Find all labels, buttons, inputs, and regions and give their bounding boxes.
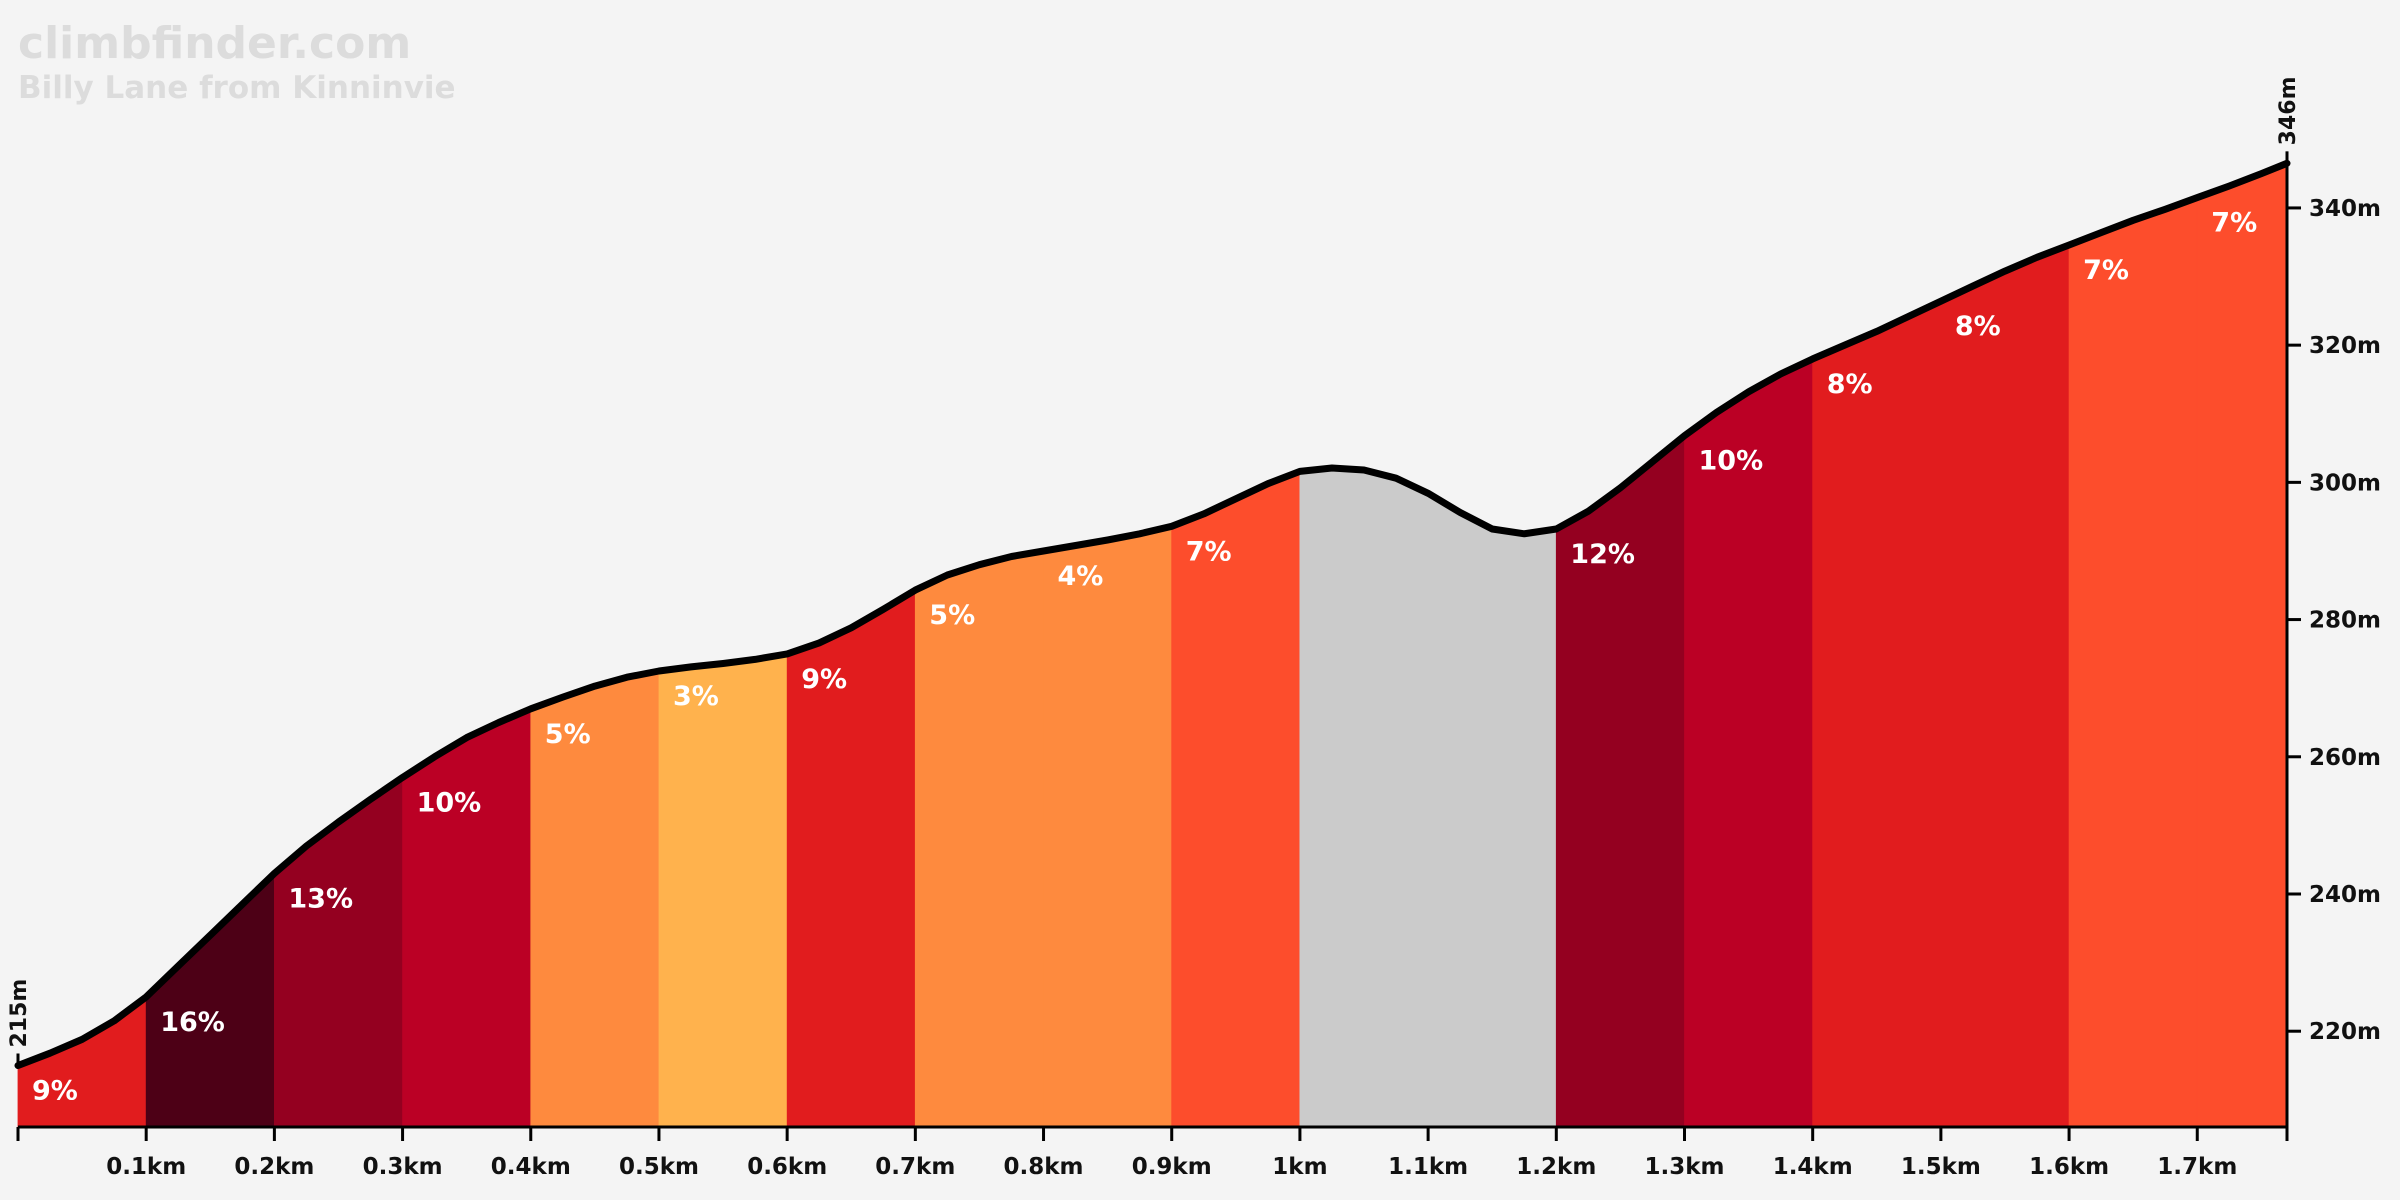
segment-15 [2068,197,2198,1128]
x-tick-label-8: 0.9km [1132,1154,1212,1180]
profile-line-group [14,159,2291,1069]
y-tick-label-4: 300m [2309,470,2381,496]
grade-label-13: 8% [1827,369,1873,400]
end-labels: 215m 346m [7,76,2301,1066]
y-tick-label-1: 240m [2309,882,2381,908]
grade-labels: 9% 16% 13% 10% 5% 3% 9% 5% 4% 7% 12% 10% 8% 8% 7% 7% [32,208,2257,1107]
gradient-segments [17,162,2288,1128]
segment-10 [1299,467,1557,1128]
x-tick-label-6: 0.7km [875,1154,955,1180]
grade-label-6: 9% [801,664,847,695]
x-tick-label-10: 1.1km [1388,1154,1468,1180]
grade-label-4: 5% [545,719,591,750]
y-tick-label-5: 320m [2309,333,2381,359]
profile-line [14,159,2291,1069]
grade-label-11: 12% [1570,539,1635,570]
segment-14 [1940,244,2070,1128]
grade-label-0: 9% [32,1076,78,1107]
x-tick-label-12: 1.3km [1644,1154,1724,1180]
x-tick-label-0: 0.1km [106,1154,186,1180]
x-tick-label-13: 1.4km [1773,1154,1853,1180]
y-tick-label-0: 220m [2309,1019,2381,1045]
grade-label-1: 16% [160,1007,225,1038]
segment-1 [145,872,275,1128]
grade-label-3: 10% [417,787,482,818]
grade-label-5: 3% [673,681,719,712]
segment-9 [1171,470,1301,1128]
segment-2 [274,776,403,1128]
segment-5 [658,653,788,1128]
x-tick-label-5: 0.6km [747,1154,827,1180]
y-tick-label-2: 260m [2309,745,2381,771]
x-tick-label-1: 0.2km [234,1154,314,1180]
axes: 0.1km 0.2km 0.3km 0.4km 0.5km 0.6km 0.7km 0.8km… [16,163,2381,1180]
segment-13 [1812,300,1942,1128]
grade-label-12: 10% [1699,446,1764,477]
climb-title: Billy Lane from Kinninvie [18,70,456,106]
segment-3 [402,708,532,1128]
watermark: climbfinder.com Billy Lane from Kinninvi… [18,18,456,106]
x-tick-label-15: 1.6km [2029,1154,2109,1180]
y-tick-label-3: 280m [2309,608,2381,634]
y-tick-label-6: 340m [2309,196,2381,222]
grade-label-2: 13% [288,883,353,914]
x-tick-label-16: 1.7km [2157,1154,2237,1180]
site-watermark: climbfinder.com [18,18,411,69]
x-tick-label-14: 1.5km [1901,1154,1981,1180]
x-tick-label-4: 0.5km [619,1154,699,1180]
x-tick-label-11: 1.2km [1516,1154,1596,1180]
start-elevation-label: 215m [7,979,32,1048]
segment-8 [1043,525,1173,1128]
end-elevation-label: 346m [2276,76,2301,145]
x-tick-label-2: 0.3km [363,1154,443,1180]
grade-label-14: 8% [1955,311,2001,342]
x-tick-label-7: 0.8km [1003,1154,1083,1180]
x-tick-label-3: 0.4km [491,1154,571,1180]
grade-label-8: 4% [1058,561,1104,592]
segment-7 [914,550,1044,1128]
grade-label-15: 7% [2083,255,2129,286]
grade-label-16: 7% [2211,208,2257,239]
grade-label-7: 5% [929,600,975,631]
x-tick-label-9: 1km [1272,1154,1327,1180]
segment-0 [17,996,147,1128]
grade-label-9: 7% [1186,536,1232,567]
segment-16 [2196,162,2288,1128]
